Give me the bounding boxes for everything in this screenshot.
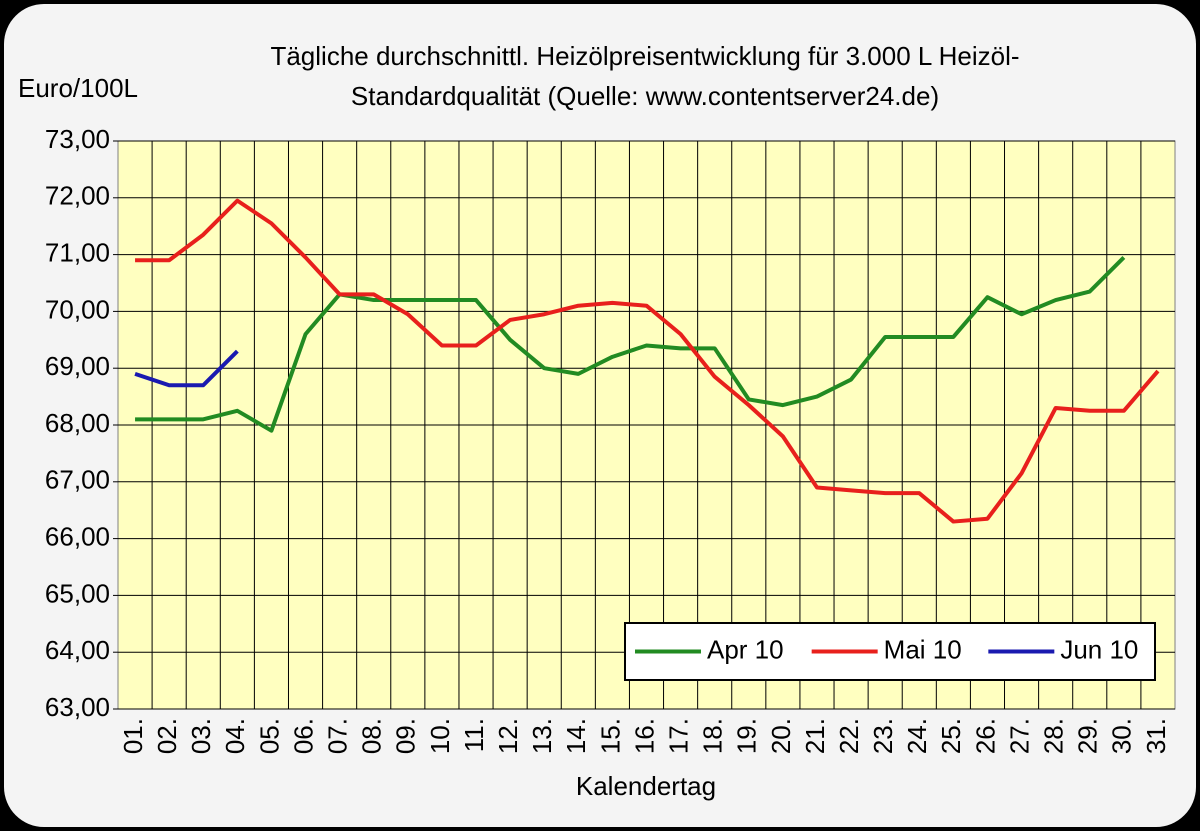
x-tick-label: 04.	[220, 718, 250, 754]
x-axis-label: Kalendertag	[576, 771, 716, 801]
chart-title: Tägliche durchschnittl. Heizölpreisentwi…	[270, 41, 1019, 71]
legend-box	[624, 622, 1156, 681]
line-series	[135, 256, 1126, 433]
y-tick-label: 67,00	[45, 465, 110, 495]
x-tick-label: 15.	[595, 718, 625, 754]
x-tick-label: 18.	[698, 718, 728, 754]
y-tick-label: 72,00	[45, 181, 110, 211]
x-tick-label: 23.	[868, 718, 898, 754]
y-tick-label: 64,00	[45, 635, 110, 665]
x-tick-label: 16.	[629, 718, 659, 754]
x-tick-label: 12.	[493, 718, 523, 754]
x-tick-label: 17.	[663, 718, 693, 754]
x-tick-label: 21.	[800, 718, 830, 754]
x-tick-label: 03.	[186, 718, 216, 754]
x-tick-label: 10.	[425, 718, 455, 754]
x-tick-label: 22.	[834, 718, 864, 754]
x-tick-label: 24.	[902, 718, 932, 754]
y-axis-label: Euro/100L	[18, 73, 138, 103]
x-tick-label: 02.	[152, 718, 182, 754]
x-tick-label: 07.	[323, 718, 353, 754]
x-tick-label: 29.	[1073, 718, 1103, 754]
y-tick-label: 73,00	[45, 124, 110, 154]
legend-label: Mai 10	[884, 634, 962, 664]
x-tick-label: 31.	[1141, 718, 1171, 754]
x-tick-label: 28.	[1039, 718, 1069, 754]
x-tick-label: 08.	[357, 718, 387, 754]
y-tick-label: 66,00	[45, 521, 110, 551]
x-tick-label: 09.	[391, 718, 421, 754]
y-tick-label: 63,00	[45, 692, 110, 722]
x-tick-label: 05.	[254, 718, 284, 754]
x-tick-label: 19.	[732, 718, 762, 754]
x-tick-label: 01.	[118, 718, 148, 754]
x-tick-label: 13.	[527, 718, 557, 754]
y-tick-label: 69,00	[45, 351, 110, 381]
legend-label: Jun 10	[1060, 634, 1138, 664]
x-tick-label: 30.	[1107, 718, 1137, 754]
x-tick-label: 27.	[1004, 718, 1034, 754]
legend-label: Apr 10	[707, 634, 784, 664]
y-tick-label: 70,00	[45, 294, 110, 324]
x-tick-label: 25.	[936, 718, 966, 754]
x-tick-label: 14.	[561, 718, 591, 754]
x-tick-label: 06.	[288, 718, 318, 754]
line-series	[134, 349, 239, 388]
x-tick-label: 20.	[766, 718, 796, 754]
line-series	[135, 198, 1160, 524]
x-tick-label: 11.	[459, 718, 489, 752]
y-tick-label: 65,00	[45, 578, 110, 608]
y-tick-label: 71,00	[45, 237, 110, 267]
x-tick-label: 26.	[970, 718, 1000, 754]
y-tick-label: 68,00	[45, 408, 110, 438]
chart-title: Standardqualität (Quelle: www.contentser…	[351, 81, 939, 111]
